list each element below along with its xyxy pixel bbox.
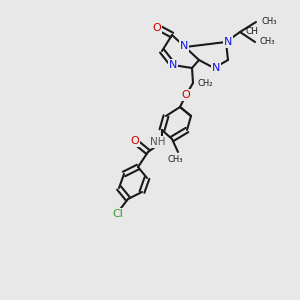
Text: NH: NH bbox=[150, 137, 166, 147]
Text: Cl: Cl bbox=[112, 209, 123, 219]
Text: O: O bbox=[153, 23, 161, 33]
Text: O: O bbox=[182, 90, 190, 100]
Text: N: N bbox=[224, 37, 232, 47]
Text: CH₃: CH₃ bbox=[167, 155, 183, 164]
Text: N: N bbox=[180, 41, 188, 51]
Text: N: N bbox=[169, 60, 177, 70]
Text: N: N bbox=[212, 63, 220, 73]
Text: CH₃: CH₃ bbox=[260, 38, 275, 46]
Text: CH₂: CH₂ bbox=[198, 79, 214, 88]
Text: CH: CH bbox=[245, 28, 258, 37]
Text: O: O bbox=[130, 136, 140, 146]
Text: CH₃: CH₃ bbox=[261, 17, 277, 26]
